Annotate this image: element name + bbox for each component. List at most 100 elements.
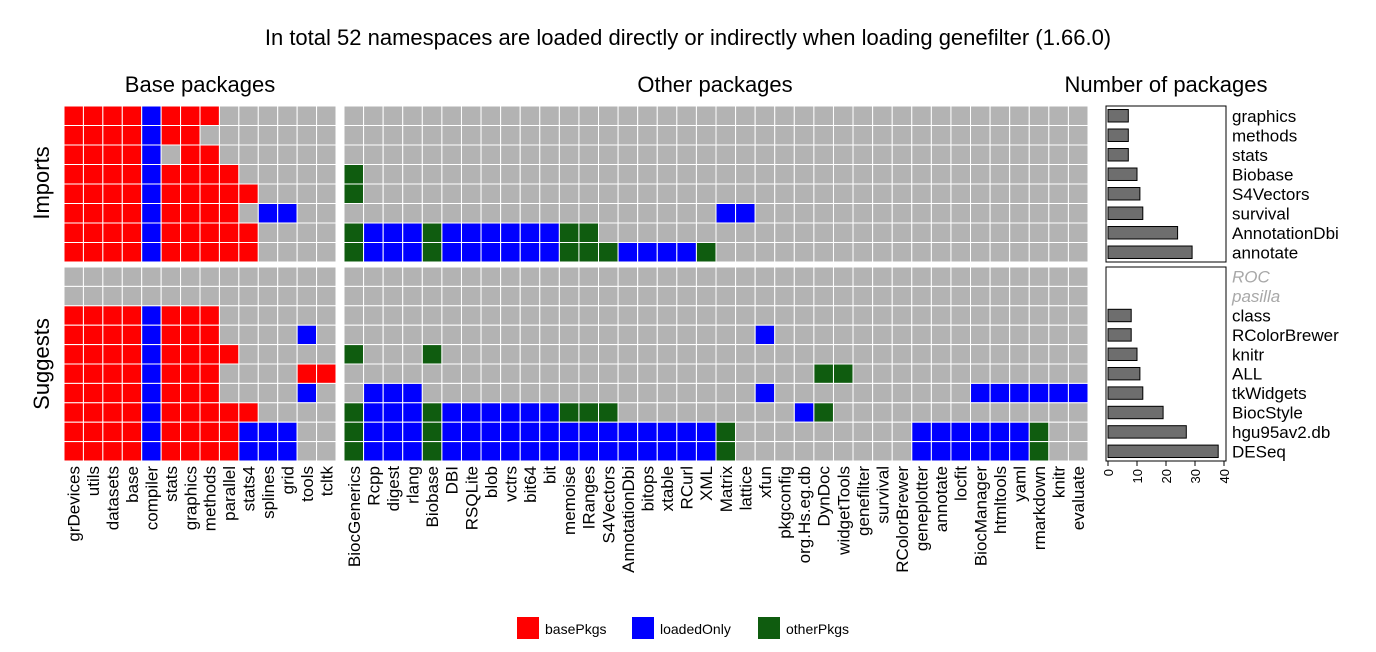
heatmap-cell bbox=[180, 363, 201, 384]
heatmap-cell bbox=[911, 402, 932, 423]
heatmap-cell bbox=[316, 344, 337, 365]
heatmap-cell bbox=[754, 344, 776, 365]
heatmap-cell bbox=[218, 344, 240, 365]
heatmap-cell bbox=[695, 203, 717, 224]
heatmap-cell bbox=[539, 402, 560, 423]
heatmap-cell bbox=[500, 164, 521, 185]
heatmap-cell bbox=[363, 125, 384, 146]
heatmap-cell bbox=[695, 183, 717, 204]
heatmap-cell bbox=[656, 222, 678, 243]
heatmap-cell bbox=[102, 285, 123, 307]
heatmap-cell bbox=[598, 203, 619, 224]
heatmap-cell bbox=[950, 305, 972, 326]
heatmap-cell bbox=[199, 382, 220, 404]
heatmap-cell bbox=[970, 421, 991, 443]
heatmap-cell bbox=[1009, 266, 1030, 287]
heatmap-cell bbox=[676, 305, 697, 326]
heatmap-cell bbox=[989, 144, 1011, 165]
heatmap-cell bbox=[121, 266, 143, 287]
heatmap-cell bbox=[832, 183, 854, 204]
heatmap-cell bbox=[82, 421, 104, 443]
heatmap-cell bbox=[891, 183, 913, 204]
heatmap-cell bbox=[277, 382, 298, 404]
heatmap-cell bbox=[793, 363, 815, 384]
heatmap-cell bbox=[989, 324, 1011, 346]
heatmap-cell bbox=[316, 144, 337, 165]
heatmap-cell bbox=[558, 441, 580, 462]
heatmap-cell bbox=[480, 125, 502, 146]
heatmap-cell bbox=[500, 402, 521, 423]
column-label: htmltools bbox=[991, 466, 1010, 534]
heatmap-cell bbox=[832, 363, 854, 384]
column-label: IRanges bbox=[580, 466, 599, 529]
heatmap-cell bbox=[891, 363, 913, 384]
heatmap-cell bbox=[141, 285, 162, 307]
bar-row-label: Biobase bbox=[1232, 165, 1293, 184]
heatmap-cell bbox=[539, 441, 560, 462]
heatmap-cell bbox=[774, 382, 795, 404]
x-tick-label: 20 bbox=[1159, 469, 1174, 483]
heatmap-cell bbox=[277, 125, 298, 146]
heatmap-cell bbox=[676, 266, 697, 287]
heatmap-cell bbox=[735, 242, 756, 263]
heatmap-cell bbox=[578, 363, 600, 384]
group-label-suggests: Suggests bbox=[29, 318, 54, 410]
heatmap-cell bbox=[813, 164, 834, 185]
heatmap-cell bbox=[970, 222, 991, 243]
heatmap-cell bbox=[141, 344, 162, 365]
heatmap-cell bbox=[891, 441, 913, 462]
heatmap-cell bbox=[102, 242, 123, 263]
group-label-imports: Imports bbox=[29, 146, 54, 219]
heatmap-cell bbox=[813, 324, 834, 346]
heatmap-cell bbox=[676, 164, 697, 185]
heatmap-cell bbox=[911, 183, 932, 204]
heatmap-cell bbox=[363, 363, 384, 384]
heatmap-cell bbox=[637, 105, 658, 126]
heatmap-cell bbox=[199, 242, 220, 263]
heatmap-cell bbox=[832, 382, 854, 404]
heatmap-cell bbox=[1048, 164, 1069, 185]
heatmap-cell bbox=[63, 363, 84, 384]
heatmap-cell bbox=[1048, 344, 1069, 365]
legend-label: otherPkgs bbox=[786, 621, 849, 637]
heatmap-cell bbox=[970, 164, 991, 185]
heatmap-cell bbox=[813, 421, 834, 443]
column-label: parallel bbox=[220, 466, 239, 521]
heatmap-cell bbox=[277, 363, 298, 384]
heatmap-cell bbox=[1067, 305, 1089, 326]
heatmap-cell bbox=[637, 382, 658, 404]
heatmap-cell bbox=[277, 441, 298, 462]
heatmap-cell bbox=[793, 305, 815, 326]
heatmap-cell bbox=[500, 441, 521, 462]
heatmap-cell bbox=[460, 144, 482, 165]
heatmap-cell bbox=[911, 164, 932, 185]
heatmap-cell bbox=[1009, 203, 1030, 224]
heatmap-cell bbox=[402, 441, 423, 462]
heatmap-cell bbox=[180, 144, 201, 165]
column-label: org.Hs.eg.db bbox=[795, 466, 814, 563]
heatmap-cell bbox=[989, 105, 1011, 126]
heatmap-cell bbox=[617, 441, 639, 462]
heatmap-cell bbox=[852, 324, 874, 346]
heatmap-cell bbox=[774, 242, 795, 263]
heatmap-cell bbox=[363, 164, 384, 185]
heatmap-cell bbox=[872, 242, 893, 263]
heatmap-cell bbox=[539, 105, 560, 126]
bar bbox=[1107, 187, 1141, 201]
heatmap-cell bbox=[218, 105, 240, 126]
heatmap-cell bbox=[735, 402, 756, 423]
heatmap-cell bbox=[930, 105, 952, 126]
heatmap-cell bbox=[63, 125, 84, 146]
heatmap-cell bbox=[382, 305, 404, 326]
column-label: lattice bbox=[736, 466, 755, 510]
heatmap-cell bbox=[813, 344, 834, 365]
heatmap-cell bbox=[598, 324, 619, 346]
heatmap-cell bbox=[754, 363, 776, 384]
heatmap-cell bbox=[715, 324, 737, 346]
heatmap-cell bbox=[813, 441, 834, 462]
column-label: survival bbox=[873, 466, 892, 524]
heatmap-cell bbox=[82, 305, 104, 326]
heatmap-cell bbox=[1028, 203, 1050, 224]
legend-label: basePkgs bbox=[545, 621, 606, 637]
heatmap-cell bbox=[754, 441, 776, 462]
